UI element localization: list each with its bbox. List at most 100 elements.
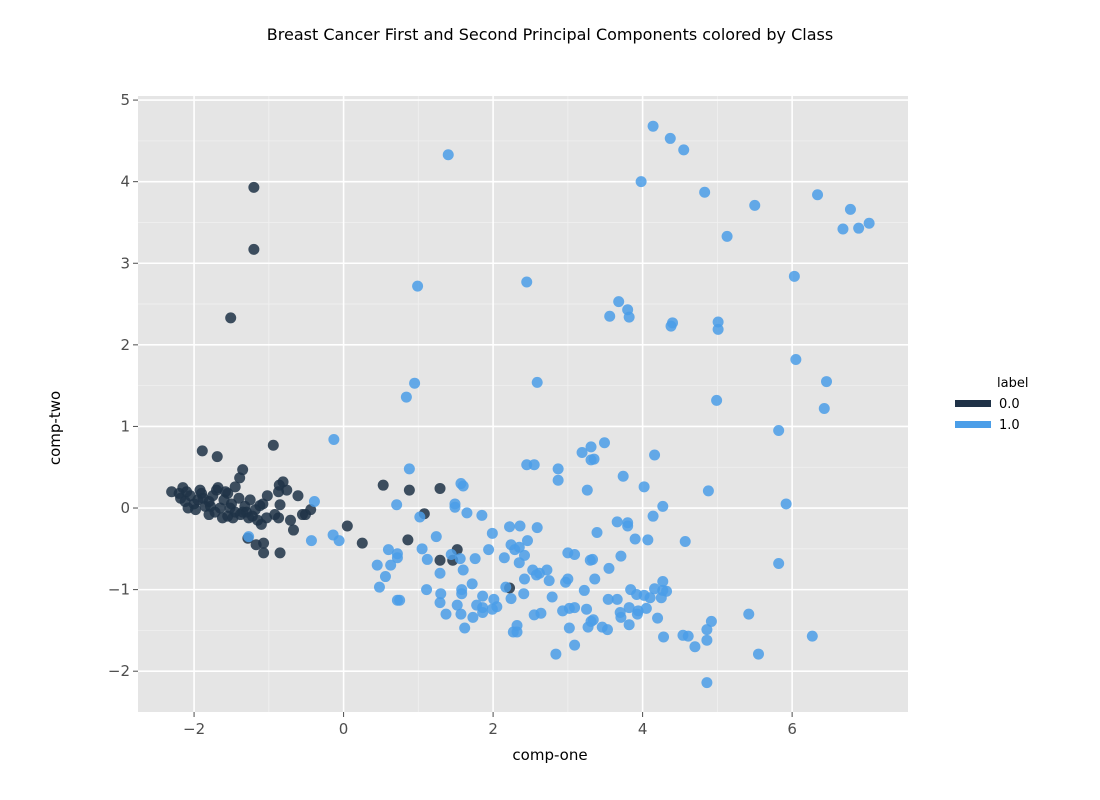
x-axis-title: comp-one (512, 746, 587, 764)
data-point-series-1 (655, 592, 667, 604)
data-point-series-0 (237, 506, 249, 518)
data-point-series-0 (296, 509, 308, 521)
y-tick-label: 5 (120, 91, 130, 109)
data-point-series-1 (466, 578, 478, 590)
data-point-series-1 (657, 500, 669, 512)
data-point-series-1 (535, 607, 547, 619)
data-point-series-1 (451, 599, 463, 611)
data-point-series-1 (455, 608, 467, 620)
data-point-series-1 (504, 521, 516, 533)
data-point-series-1 (711, 394, 723, 406)
data-point-series-1 (581, 603, 593, 615)
data-point-series-1 (678, 144, 690, 156)
data-point-series-1 (603, 562, 615, 574)
data-point-series-1 (421, 553, 433, 565)
data-point-series-1 (642, 534, 654, 546)
legend-swatch-1 (955, 421, 991, 428)
data-point-series-1 (576, 447, 588, 459)
data-point-series-1 (649, 583, 661, 595)
data-point-series-0 (273, 486, 285, 498)
data-point-series-1 (647, 510, 659, 522)
data-point-series-1 (584, 554, 596, 566)
data-point-series-1 (543, 575, 555, 587)
data-point-series-1 (442, 149, 454, 161)
data-point-series-1 (457, 480, 469, 492)
data-point-series-1 (806, 630, 818, 642)
data-point-series-1 (552, 463, 564, 475)
data-point-series-1 (812, 189, 824, 201)
data-point-series-1 (308, 495, 320, 507)
data-point-series-0 (285, 514, 297, 526)
data-point-series-0 (179, 495, 191, 507)
data-point-series-1 (546, 591, 558, 603)
data-point-series-1 (498, 552, 510, 564)
y-tick-label: 4 (120, 173, 130, 191)
data-point-series-1 (434, 567, 446, 579)
data-point-series-0 (402, 534, 414, 546)
data-point-series-1 (328, 433, 340, 445)
data-point-series-1 (818, 402, 830, 414)
legend-label-0: 0.0 (999, 397, 1020, 412)
data-point-series-1 (477, 590, 489, 602)
y-tick-label: 1 (120, 417, 130, 435)
data-point-series-1 (638, 481, 650, 493)
data-point-series-1 (521, 535, 533, 547)
data-point-series-0 (214, 502, 226, 514)
data-point-series-1 (615, 611, 627, 623)
data-point-series-1 (623, 619, 635, 631)
data-point-series-1 (456, 588, 468, 600)
data-point-series-1 (689, 641, 701, 653)
data-point-series-0 (434, 482, 446, 494)
data-point-series-1 (379, 571, 391, 583)
data-point-series-1 (635, 176, 647, 188)
data-point-series-1 (333, 535, 345, 547)
data-point-series-0 (196, 445, 208, 457)
data-point-series-0 (341, 520, 353, 532)
data-point-series-1 (652, 612, 664, 624)
data-point-series-1 (430, 531, 442, 543)
legend-label-1: 1.0 (999, 418, 1020, 433)
data-point-series-1 (721, 230, 733, 242)
data-point-series-1 (623, 602, 635, 614)
data-point-series-1 (601, 624, 613, 636)
data-point-series-1 (679, 535, 691, 547)
data-point-series-1 (409, 377, 421, 389)
data-point-series-1 (500, 581, 512, 593)
data-point-series-1 (531, 522, 543, 534)
data-point-series-1 (552, 474, 564, 486)
data-point-series-1 (449, 501, 461, 513)
data-point-series-1 (440, 608, 452, 620)
data-point-series-1 (373, 581, 385, 593)
data-point-series-1 (483, 544, 495, 556)
data-point-series-1 (749, 199, 761, 211)
y-tick-label: 0 (120, 499, 130, 517)
data-point-series-1 (853, 222, 865, 234)
data-point-series-1 (629, 533, 641, 545)
data-point-series-1 (477, 606, 489, 618)
data-point-series-1 (699, 186, 711, 198)
data-point-series-0 (356, 537, 368, 549)
data-point-series-1 (611, 516, 623, 528)
data-point-series-1 (513, 557, 525, 569)
data-point-series-1 (623, 311, 635, 323)
y-tick-label: 2 (120, 336, 130, 354)
x-tick-label: 4 (638, 720, 648, 738)
data-point-series-1 (371, 559, 383, 571)
data-point-series-1 (649, 449, 661, 461)
data-point-series-0 (292, 490, 304, 502)
data-point-series-1 (509, 544, 521, 556)
data-point-series-1 (385, 559, 397, 571)
minor-gridlines (138, 96, 908, 712)
data-point-series-0 (254, 500, 266, 512)
y-axis-ticks: −2 −1 0 1 2 3 4 5 (108, 91, 138, 680)
plot-panel (138, 96, 908, 712)
data-point-series-1 (644, 592, 656, 604)
data-point-series-1 (622, 520, 634, 532)
data-point-series-0 (194, 484, 206, 496)
data-point-series-1 (403, 463, 415, 475)
data-point-series-1 (611, 593, 623, 605)
data-point-series-1 (412, 280, 424, 292)
data-point-series-1 (435, 588, 447, 600)
